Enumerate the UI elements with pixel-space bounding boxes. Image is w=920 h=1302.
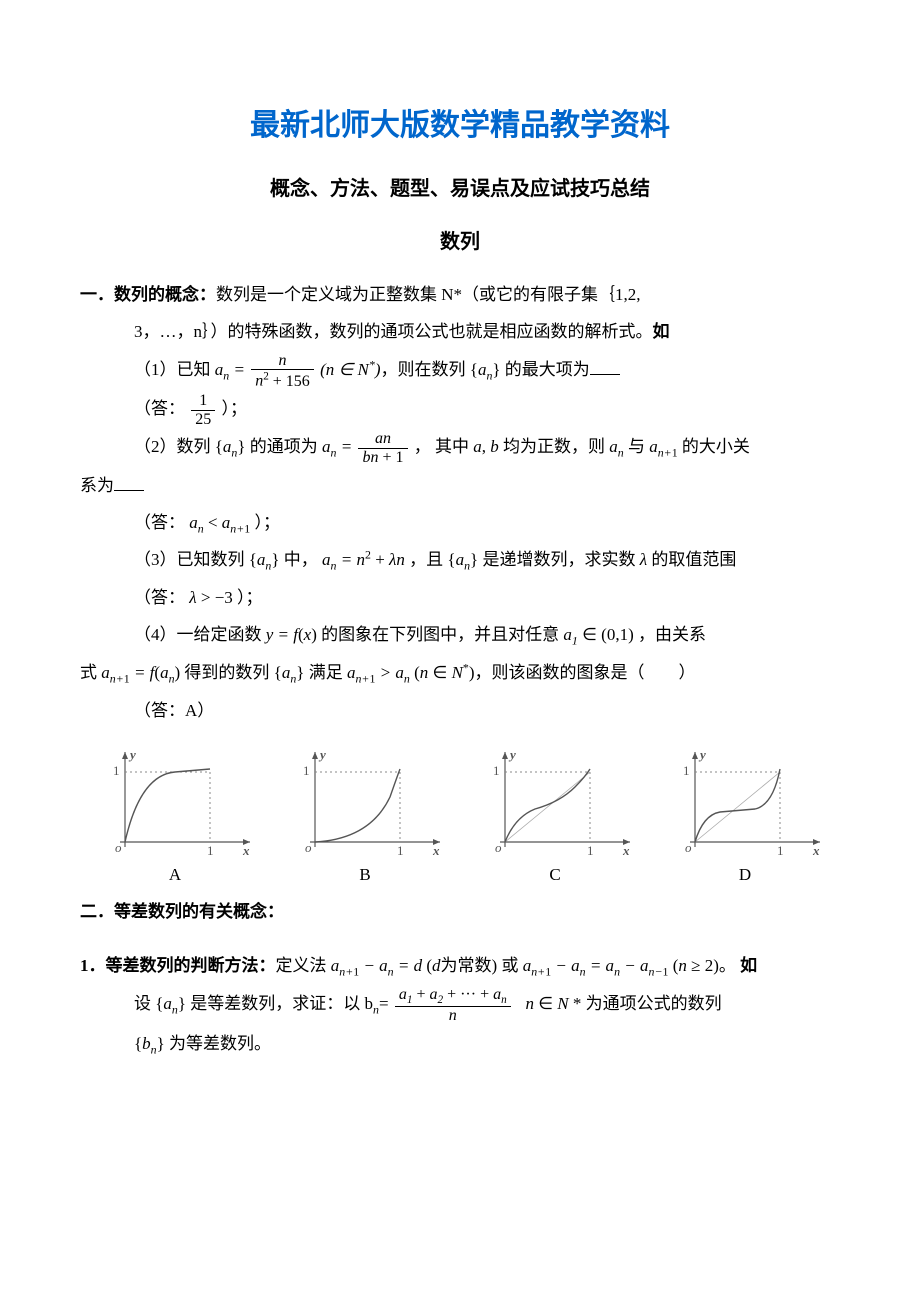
example-l2: {bn} 为等差数列。 [134, 1034, 271, 1053]
q1-frac-num: n [251, 352, 314, 371]
question-3: （3）已知数列 {an} 中， an = n2 + λn ，且 {an} 是递增… [80, 541, 840, 579]
rule-1-formula2: an+1 − an = an − an−1 (n ≥ 2) [523, 956, 719, 975]
section-2-heading: 二．等差数列的有关概念： [80, 893, 840, 930]
document-page: 最新北师大版数学精品教学资料 概念、方法、题型、易误点及应试技巧总结 数列 一．… [0, 0, 920, 1122]
rule-1-pre: 定义法 [276, 956, 331, 975]
graph-d-svg: 1 1 o y x [665, 747, 825, 857]
question-4-line1: （4）一给定函数 y = f(x) 的图象在下列图中，并且对任意 a1 ∈ (0… [80, 616, 840, 654]
q2-blank [114, 490, 144, 491]
svg-text:1: 1 [207, 843, 214, 857]
svg-text:x: x [432, 843, 440, 857]
svg-text:1: 1 [113, 763, 120, 778]
q2-tail: 系为 [80, 476, 114, 495]
q2-mid: ， 其中 a, b 均为正数，则 an 与 an+1 的大小关 [414, 437, 750, 456]
svg-text:o: o [305, 840, 312, 855]
example-line1: 设 {an} 是等差数列，求证：以 bn= a1 + a2 + ··· + an… [80, 985, 840, 1025]
answer-2: （答： an < an+1 ）； [80, 504, 840, 542]
graph-label-b: B [359, 865, 370, 885]
a3-text: （答： λ > −3 ）； [134, 588, 263, 607]
graph-c-svg: 1 1 o y x [475, 747, 635, 857]
q4-l1: （4）一给定函数 y = f(x) 的图象在下列图中，并且对任意 a1 ∈ (0… [134, 625, 706, 644]
q2-den: bn + 1 [358, 449, 407, 467]
answer-1: （答： 1 25 ）； [80, 390, 840, 428]
graph-label-d: D [739, 865, 751, 885]
svg-text:1: 1 [683, 763, 690, 778]
a4-text: （答：A） [134, 701, 214, 720]
svg-text:1: 1 [493, 763, 500, 778]
svg-text:1: 1 [587, 843, 594, 857]
q3-text: （3）已知数列 {an} 中， an = n2 + λn ，且 {an} 是递增… [134, 550, 736, 569]
question-2: （2）数列 {an} 的通项为 an = an bn + 1 ， 其中 a, b… [80, 428, 840, 466]
subtitle-1: 概念、方法、题型、易误点及应试技巧总结 [80, 172, 840, 201]
svg-text:y: y [698, 747, 706, 762]
a1-num: 1 [191, 392, 215, 411]
graph-option-d: 1 1 o y x D [665, 747, 825, 885]
example-den: n [395, 1007, 511, 1025]
graph-label-a: A [169, 865, 181, 885]
answer-4: （答：A） [80, 692, 840, 729]
rule-1-formula1: an+1 − an = d (d为常数) [331, 956, 497, 975]
rule-1-or: 或 [497, 956, 523, 975]
graph-b-svg: 1 1 o y x [285, 747, 445, 857]
question-1: （1）已知 an = n n2 + 156 (n ∈ N*)，则在数列 {an}… [80, 351, 840, 390]
rule-1-head: 1．等差数列的判断方法： [80, 956, 276, 975]
svg-text:y: y [318, 747, 326, 762]
example-num: a1 + a2 + ··· + an [395, 986, 511, 1008]
svg-text:o: o [115, 840, 122, 855]
svg-text:x: x [812, 843, 820, 857]
q1-frac-den: n2 + 156 [251, 370, 314, 390]
example-mid: n ∈ N * 为通项公式的数列 [517, 994, 722, 1013]
rule-1: 1．等差数列的判断方法：定义法 an+1 − an = d (d为常数) 或 a… [80, 947, 840, 985]
section-1-heading: 一．数列的概念：数列是一个定义域为正整数集 N*（或它的有限子集｛1,2, [80, 276, 840, 313]
graph-a-svg: 1 1 o y x [95, 747, 255, 857]
q4-l2: 式 an+1 = f(an) 得到的数列 {an} 满足 an+1 > an (… [80, 663, 696, 682]
svg-text:o: o [495, 840, 502, 855]
svg-text:1: 1 [777, 843, 784, 857]
example-pre: 设 {an} 是等差数列，求证：以 bn= [134, 994, 389, 1013]
svg-text:y: y [508, 747, 516, 762]
svg-text:1: 1 [303, 763, 310, 778]
subtitle-2: 数列 [80, 225, 840, 254]
a2-text: （答： an < an+1 ）； [134, 513, 280, 532]
section-1-body-l2: 3，…，n｝）的特殊函数，数列的通项公式也就是相应函数的解析式。如 [80, 313, 840, 350]
q1-post: ，则在数列 {an} 的最大项为 [381, 360, 590, 379]
q1-lhs: an = [215, 360, 249, 379]
graph-label-c: C [549, 865, 560, 885]
svg-text:x: x [622, 843, 630, 857]
graph-option-b: 1 1 o y x B [285, 747, 445, 885]
svg-text:1: 1 [397, 843, 404, 857]
main-title: 最新北师大版数学精品教学资料 [80, 100, 840, 144]
q1-blank [590, 374, 620, 375]
a1-pre: （答： [134, 399, 185, 418]
q2-lhs: an = [322, 437, 356, 456]
a1-fraction: 1 25 [191, 392, 215, 428]
rule-1-tail: 。 如 [719, 956, 757, 975]
section-1-tail: 如 [653, 322, 670, 341]
question-2-line2: 系为 [80, 467, 840, 504]
graph-options-row: 1 1 o y x A 1 1 o y x [80, 747, 840, 885]
q2-pre: （2）数列 {an} 的通项为 [134, 437, 322, 456]
a1-den: 25 [191, 411, 215, 429]
graph-option-c: 1 1 o y x C [475, 747, 635, 885]
a1-post: ）； [222, 399, 248, 418]
section-1-body-l1: 数列是一个定义域为正整数集 N*（或它的有限子集｛1,2, [216, 285, 641, 304]
answer-3: （答： λ > −3 ）； [80, 579, 840, 616]
q1-fraction: n n2 + 156 [251, 352, 314, 391]
q2-num: an [358, 430, 407, 449]
example-line2: {bn} 为等差数列。 [80, 1025, 840, 1063]
question-4-line2: 式 an+1 = f(an) 得到的数列 {an} 满足 an+1 > an (… [80, 654, 840, 692]
graph-option-a: 1 1 o y x A [95, 747, 255, 885]
section-1-prefix: 一．数列的概念： [80, 285, 216, 304]
q1-cond: (n ∈ N*) [320, 360, 380, 379]
example-fraction: a1 + a2 + ··· + an n [395, 986, 511, 1025]
svg-text:x: x [242, 843, 250, 857]
svg-text:y: y [128, 747, 136, 762]
q1-pre: （1）已知 [134, 360, 215, 379]
q2-fraction: an bn + 1 [358, 430, 407, 466]
svg-text:o: o [685, 840, 692, 855]
